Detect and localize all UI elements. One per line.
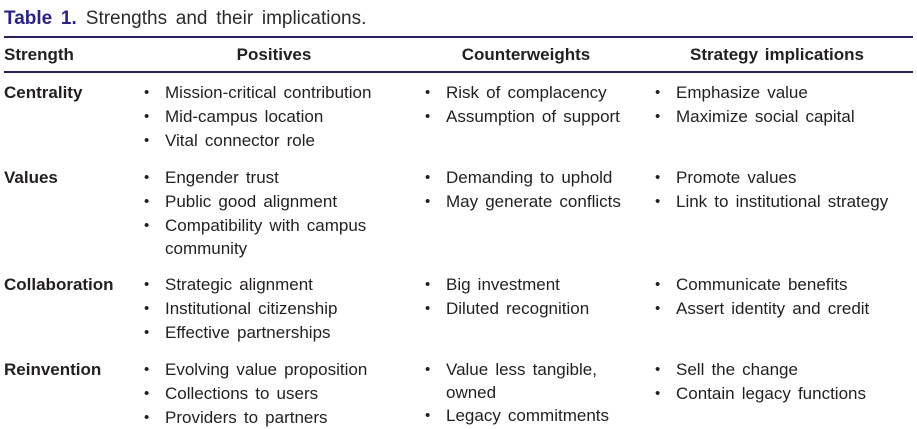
- bullet-icon: [653, 358, 676, 382]
- cell-strategy-implications: Emphasize value Maximize social capital: [641, 81, 913, 153]
- cell-strategy-implications: Communicate benefits Assert identity and…: [641, 273, 913, 345]
- column-header-positives: Positives: [236, 45, 312, 64]
- bullet-icon: [653, 382, 676, 406]
- bullet-icon: [142, 214, 165, 238]
- column-header-strength: Strength: [4, 45, 74, 64]
- cell-counterweights: Value less tangible, owned Legacy commit…: [411, 358, 641, 429]
- list-item: Assumption of support: [423, 105, 635, 129]
- bullet-icon: [653, 105, 676, 129]
- list-item: Legacy commitments: [423, 404, 635, 428]
- list-item: Effective partnerships: [142, 321, 405, 345]
- bullet-icon: [423, 81, 446, 105]
- list-item: Contain legacy functions: [653, 382, 907, 406]
- list-item: Emphasize value: [653, 81, 907, 105]
- bullet-icon: [653, 190, 676, 214]
- list-item: Demanding to uphold: [423, 166, 635, 190]
- bullet-icon: [142, 297, 165, 321]
- table-row-values: Values Engender trust Public good alignm…: [4, 153, 913, 260]
- bullet-icon: [142, 166, 165, 190]
- cell-counterweights: Risk of complacency Assumption of suppor…: [411, 81, 641, 153]
- bullet-icon: [142, 81, 165, 105]
- list-item: Vital connector role: [142, 129, 405, 153]
- list-item: Providers to partners: [142, 406, 405, 429]
- row-strength-label: Reinvention: [4, 360, 102, 379]
- bullet-icon: [423, 190, 446, 214]
- bullet-icon: [653, 166, 676, 190]
- list-item: Diluted recognition: [423, 297, 635, 321]
- bullet-icon: [142, 105, 165, 129]
- table-row-centrality: Centrality Mission-critical contribution…: [4, 73, 913, 153]
- cell-counterweights: Demanding to uphold May generate conflic…: [411, 166, 641, 260]
- list-item: Strategic alignment: [142, 273, 405, 297]
- cell-counterweights: Big investment Diluted recognition: [411, 273, 641, 345]
- list-item: Value less tangible, owned: [423, 358, 635, 404]
- table-header-row: Strength Positives Counterweights Strate…: [4, 38, 913, 71]
- row-strength-label: Centrality: [4, 83, 83, 102]
- list-item: Communicate benefits: [653, 273, 907, 297]
- row-strength-label: Values: [4, 168, 58, 187]
- list-item: Engender trust: [142, 166, 405, 190]
- cell-positives: Engender trust Public good alignment Com…: [137, 166, 411, 260]
- bullet-icon: [653, 81, 676, 105]
- bullet-icon: [142, 406, 165, 429]
- bullet-icon: [423, 404, 446, 428]
- list-item: Risk of complacency: [423, 81, 635, 105]
- list-item: Mission-critical contribution: [142, 81, 405, 105]
- bullet-icon: [423, 358, 446, 382]
- list-item: Big investment: [423, 273, 635, 297]
- row-strength-label: Collaboration: [4, 275, 114, 294]
- bullet-icon: [142, 273, 165, 297]
- cell-positives: Strategic alignment Institutional citize…: [137, 273, 411, 345]
- list-item: Compatibility with campus community: [142, 214, 405, 260]
- column-header-counterweights: Counterweights: [461, 45, 591, 64]
- list-item: May generate conflicts: [423, 190, 635, 214]
- table-caption-label: Table 1.: [4, 8, 77, 29]
- cell-strategy-implications: Promote values Link to institutional str…: [641, 166, 913, 260]
- cell-strategy-implications: Sell the change Contain legacy functions: [641, 358, 913, 429]
- bullet-icon: [142, 358, 165, 382]
- bullet-icon: [142, 129, 165, 153]
- list-item: Institutional citizenship: [142, 297, 405, 321]
- table-caption: Table 1. Strengths and their implications…: [4, 7, 913, 31]
- list-item: Evolving value proposition: [142, 358, 405, 382]
- column-header-strategy-implications: Strategy implications: [690, 45, 864, 64]
- list-item: Maximize social capital: [653, 105, 907, 129]
- bullet-icon: [653, 273, 676, 297]
- bullet-icon: [423, 273, 446, 297]
- table-row-collaboration: Collaboration Strategic alignment Instit…: [4, 260, 913, 345]
- bullet-icon: [653, 297, 676, 321]
- table-row-reinvention: Reinvention Evolving value proposition C…: [4, 345, 913, 429]
- bullet-icon: [423, 105, 446, 129]
- table-rule-header: [4, 71, 913, 73]
- list-item: Link to institutional strategy: [653, 190, 907, 214]
- list-item: Public good alignment: [142, 190, 405, 214]
- table-rule-top: [4, 36, 913, 38]
- bullet-icon: [142, 321, 165, 345]
- list-item: Promote values: [653, 166, 907, 190]
- list-item: Collections to users: [142, 382, 405, 406]
- cell-positives: Mission-critical contribution Mid-campus…: [137, 81, 411, 153]
- list-item: Mid-campus location: [142, 105, 405, 129]
- bullet-icon: [423, 297, 446, 321]
- cell-positives: Evolving value proposition Collections t…: [137, 358, 411, 429]
- table-caption-text: Strengths and their implications.: [85, 8, 367, 29]
- bullet-icon: [142, 382, 165, 406]
- list-item: Assert identity and credit: [653, 297, 907, 321]
- list-item: Sell the change: [653, 358, 907, 382]
- bullet-icon: [423, 166, 446, 190]
- bullet-icon: [142, 190, 165, 214]
